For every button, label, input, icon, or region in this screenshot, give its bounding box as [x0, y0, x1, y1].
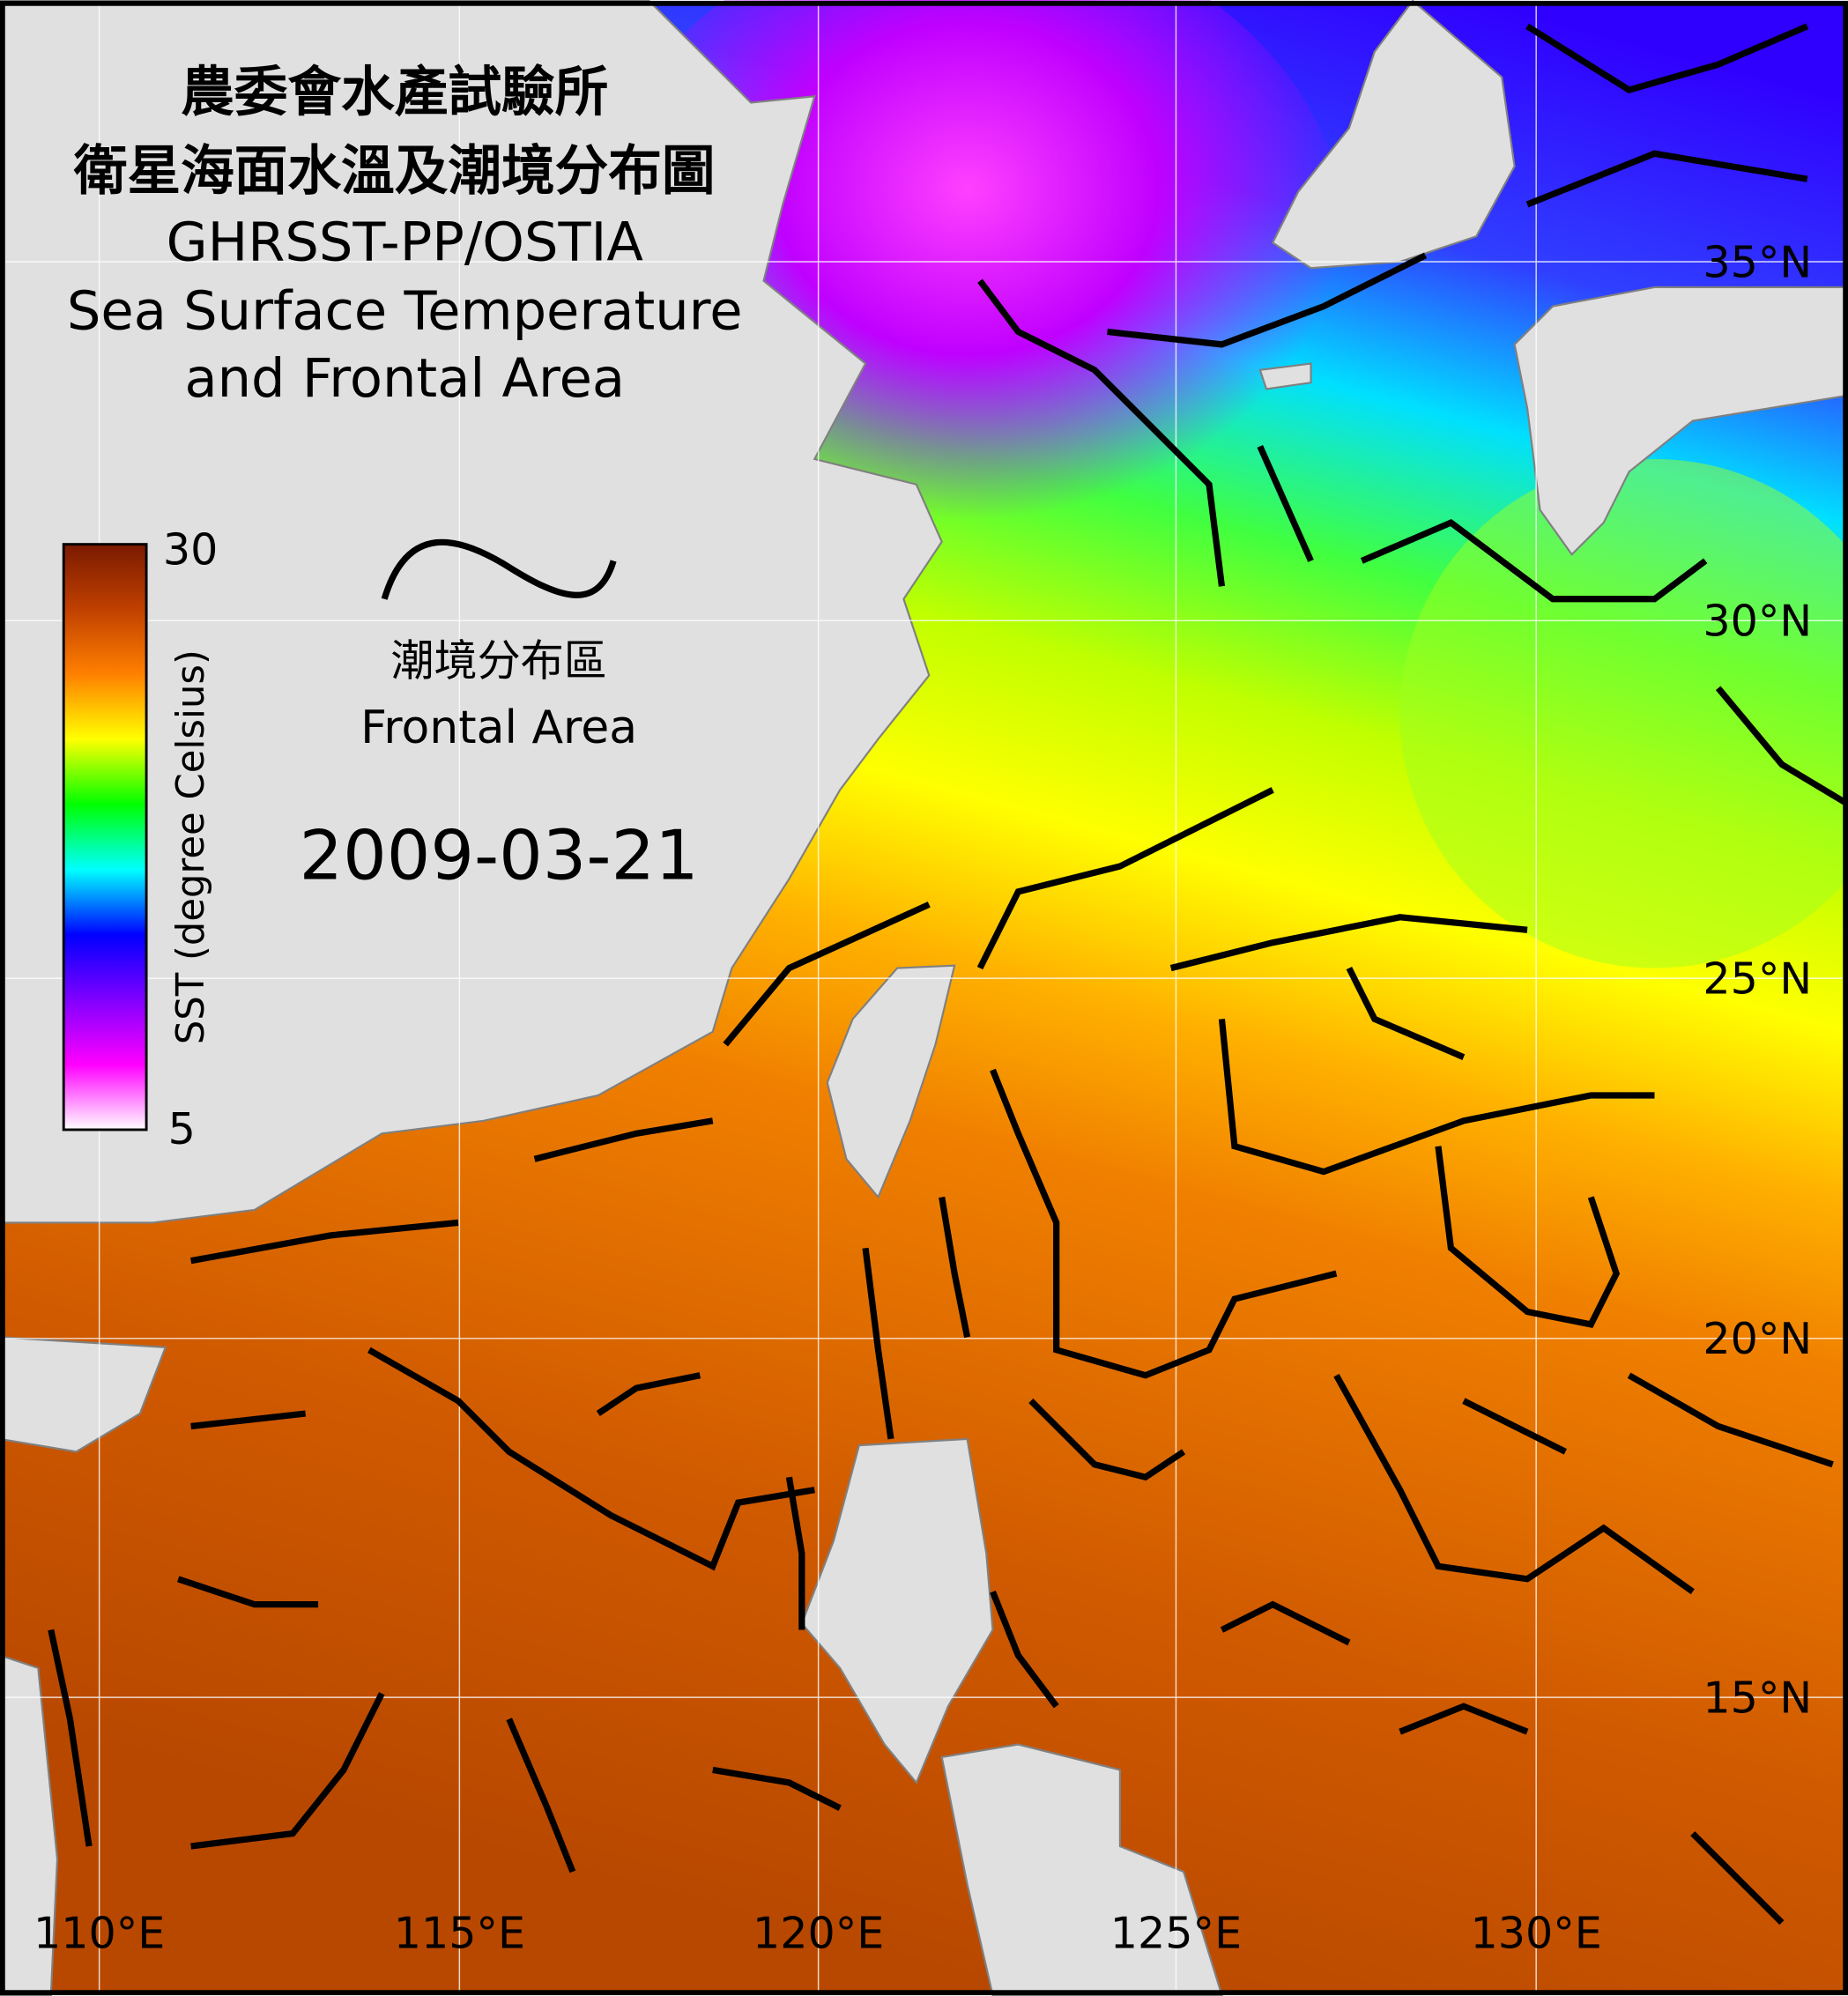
lat-label: 25°N: [1703, 953, 1812, 1004]
front-line: [367, 1347, 815, 1571]
front-line: [1028, 1399, 1186, 1481]
front-line: [1462, 1398, 1567, 1455]
front-line: [1399, 1703, 1529, 1735]
front-line: [785, 1476, 805, 1630]
front-line: [1346, 966, 1466, 1060]
front-line: [189, 1219, 459, 1265]
front-line: [1525, 150, 1808, 208]
front-line: [1690, 1831, 1785, 1926]
front-line: [1435, 1146, 1621, 1329]
front-line: [177, 1576, 319, 1608]
lon-label: 110°E: [33, 1908, 165, 1959]
colorbar-axis-label: SST (degree Celsius): [169, 649, 213, 1044]
front-line: [990, 1590, 1059, 1709]
front-line: [712, 1766, 842, 1811]
lat-label: 20°N: [1703, 1313, 1812, 1364]
front-line: [1257, 444, 1314, 562]
wavy-line-icon: [381, 538, 617, 600]
title-chinese: 衛星海面水溫及潮境分布圖: [73, 141, 716, 203]
date-label: 2009-03-21: [300, 816, 699, 895]
legend-front-zh: 潮境分布區: [390, 634, 606, 686]
title-dataset: GHRSST-PP/OSTIA: [167, 212, 643, 274]
front-line: [506, 1718, 576, 1874]
hainan: [0, 1336, 167, 1453]
colorbar-min-label: 5: [168, 1103, 196, 1154]
vietnam: [0, 1654, 59, 1996]
legend-front-en: Frontal Area: [360, 701, 637, 754]
lon-label: 115°E: [394, 1908, 525, 1959]
taiwan: [826, 964, 956, 1199]
warm-tongue: [1399, 458, 1848, 968]
front-line: [1360, 518, 1708, 603]
title-english-1: Sea Surface Temperature: [67, 281, 743, 343]
lat-label: 30°N: [1703, 596, 1812, 647]
front-line: [48, 1629, 93, 1847]
front-line: [1218, 1018, 1655, 1176]
title-block: 農委會水產試驗所 衛星海面水溫及潮境分布圖 GHRSST-PP/OSTIA Se…: [67, 62, 743, 410]
front-line: [190, 1410, 307, 1430]
front-line: [723, 902, 931, 1047]
front-line: [190, 1692, 385, 1850]
lon-label: 130°E: [1471, 1908, 1602, 1959]
front-line: [977, 278, 1226, 587]
front-line: [990, 1068, 1338, 1379]
front-line: [1525, 23, 1809, 93]
japan: [1513, 286, 1848, 556]
front-line: [939, 1196, 971, 1339]
front-line: [1333, 1373, 1695, 1595]
front-line: [1169, 914, 1528, 972]
front-line: [596, 1372, 701, 1417]
title-english-2: and Frontal Area: [184, 348, 625, 410]
lat-label: 15°N: [1703, 1672, 1812, 1723]
lon-label: 125°E: [1110, 1908, 1242, 1959]
lon-label: 120°E: [753, 1908, 884, 1959]
visayas-mindanao: [940, 1743, 1223, 1996]
china-mainland: [0, 0, 943, 1224]
front-line: [862, 1247, 894, 1440]
korea: [1271, 0, 1516, 270]
colorbar-max-label: 30: [163, 524, 218, 575]
jeju-island: [1258, 362, 1312, 390]
front-line: [976, 787, 1274, 970]
front-line: [1107, 252, 1428, 348]
lat-label: 35°N: [1703, 236, 1812, 287]
front-line: [1715, 686, 1847, 805]
title-organization: 農委會水產試驗所: [181, 62, 608, 123]
colorbar: [62, 543, 148, 1132]
frontal-lines: [48, 23, 1847, 1926]
front-line: [1220, 1600, 1351, 1646]
front-line: [533, 1117, 714, 1162]
longitude-labels: 110°E 115°E 120°E 125°E 130°E: [33, 1908, 1602, 1959]
latitude-labels: 35°N 30°N 25°N 20°N 15°N: [1703, 236, 1812, 1723]
front-line: [1627, 1372, 1834, 1468]
